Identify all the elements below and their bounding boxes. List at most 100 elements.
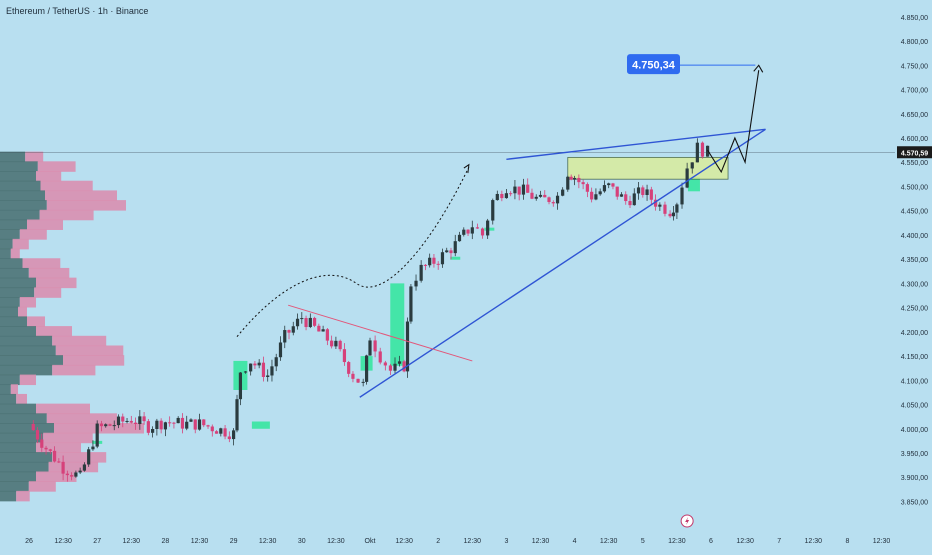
candle-down (509, 193, 513, 195)
candle-up (414, 280, 418, 287)
candle-down (325, 329, 329, 341)
candle-down (342, 349, 347, 363)
candle-up (566, 176, 570, 190)
candle-up (409, 286, 413, 322)
candle-down (253, 363, 257, 366)
candle-up (445, 250, 449, 253)
candle-up (87, 449, 91, 465)
candle-down (378, 351, 382, 363)
candle-up (521, 184, 526, 195)
candle-down (312, 317, 317, 326)
volume-bar-up (0, 287, 35, 298)
volume-bar-down (36, 326, 72, 337)
y-tick-label: 4.000,00 (901, 427, 928, 434)
candle-down (99, 423, 104, 427)
candle-down (317, 325, 321, 332)
drawings: 4.750,34 (236, 54, 766, 398)
candle-up (495, 193, 499, 201)
candle-up (393, 363, 397, 371)
x-tick-label: 4 (573, 538, 577, 545)
volume-bar-down (19, 229, 47, 240)
candle-down (543, 194, 547, 198)
candle-down (668, 213, 672, 217)
imbalance-marker (484, 227, 495, 231)
candle-down (466, 229, 470, 234)
volume-bar-down (16, 490, 30, 502)
x-tick-label: 27 (93, 538, 101, 545)
volume-bar-up (0, 258, 23, 269)
candle-up (151, 428, 155, 433)
candle-down (475, 227, 480, 229)
candle-down (227, 436, 231, 440)
candle-up (705, 145, 710, 157)
projection-arrowhead (463, 163, 470, 174)
candle-down (48, 449, 52, 451)
projection-path (236, 166, 470, 338)
volume-bar-up (0, 345, 56, 356)
y-tick-label: 4.800,00 (901, 39, 928, 46)
volume-bar-down (36, 442, 81, 453)
candle-up (266, 375, 270, 377)
volume-bar-up (0, 190, 45, 201)
y-tick-label: 4.250,00 (901, 306, 928, 313)
volume-bar-down (36, 471, 77, 482)
candle-up (538, 194, 543, 197)
target-label-box (627, 54, 680, 75)
candle-up (95, 423, 99, 447)
x-tick-label: 2 (436, 538, 440, 545)
candle-up (690, 162, 694, 169)
y-tick-label: 3.850,00 (901, 499, 928, 506)
candle-down (436, 263, 440, 265)
candle-down (108, 424, 112, 426)
candle-down (585, 184, 589, 192)
candle-down (581, 182, 585, 185)
candle-down (449, 250, 453, 254)
volume-bar-down (46, 413, 117, 424)
candle-up (74, 472, 78, 477)
y-tick-label: 4.650,00 (901, 112, 928, 119)
y-tick-label: 4.450,00 (901, 209, 928, 216)
candle-down (168, 422, 172, 424)
candle-up (428, 257, 432, 266)
candle-down (356, 378, 360, 383)
volume-bar-down (19, 297, 36, 308)
candle-down (172, 422, 176, 424)
y-tick-label: 4.350,00 (901, 257, 928, 264)
current-price-label: 4.570,59 (901, 150, 928, 157)
current-price-tag (897, 146, 932, 159)
candle-down (480, 228, 485, 236)
candle-up (486, 220, 490, 236)
x-tick-label: Okt (365, 538, 376, 545)
candle-down (641, 187, 645, 195)
candle-up (440, 252, 445, 265)
y-tick-label: 4.100,00 (901, 378, 928, 385)
candle-up (238, 372, 243, 400)
volume-bar-down (52, 364, 96, 376)
candle-up (658, 204, 662, 207)
x-tick-label: 30 (298, 538, 306, 545)
volume-bar-up (0, 423, 54, 434)
volume-bar-up (0, 355, 63, 366)
candle-up (594, 194, 598, 200)
candle-up (491, 200, 495, 221)
volume-bar-down (27, 316, 45, 327)
candle-down (304, 318, 308, 328)
volume-profile (0, 151, 144, 502)
candle-down (44, 447, 48, 450)
volume-bar-up (0, 364, 53, 376)
volume-bar-down (52, 452, 107, 463)
x-tick-label: 12:30 (259, 538, 277, 545)
candle-down (423, 264, 428, 266)
candle-up (361, 381, 365, 383)
candles (31, 138, 710, 482)
volume-bar-up (0, 490, 17, 502)
candle-up (257, 362, 261, 366)
chart-title: Ethereum / TetherUS · 1h · Binance (6, 6, 149, 16)
candle-up (78, 470, 82, 473)
volume-bar-down (63, 355, 125, 366)
candle-up (685, 168, 689, 188)
candle-up (561, 189, 565, 196)
y-tick-label: 4.050,00 (901, 403, 928, 410)
